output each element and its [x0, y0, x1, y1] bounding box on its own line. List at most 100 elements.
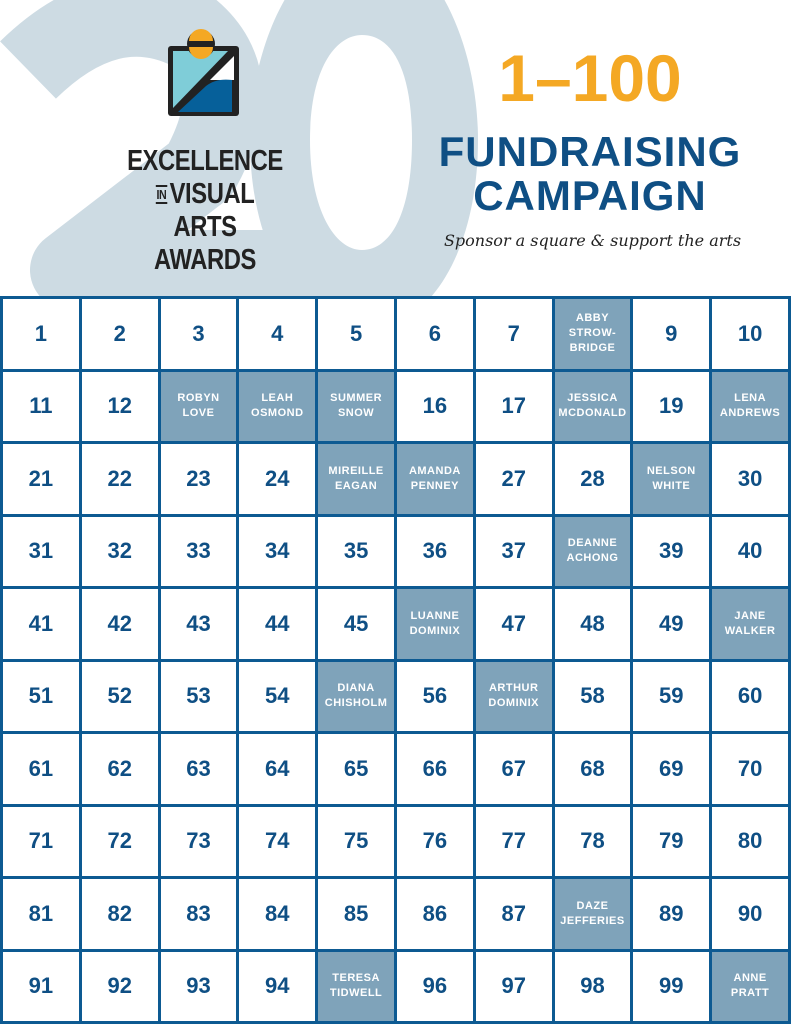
sponsored-square: LEAH OSMOND — [239, 371, 319, 444]
sponsored-square: LENA ANDREWS — [712, 371, 791, 444]
open-square: 87 — [475, 879, 555, 952]
open-square: 64 — [239, 734, 319, 807]
open-square: 42 — [81, 589, 161, 662]
open-square: 58 — [554, 661, 634, 734]
open-square: 79 — [633, 806, 713, 879]
open-square: 76 — [397, 806, 476, 879]
open-square: 3 — [160, 299, 240, 372]
open-square: 66 — [397, 734, 476, 807]
open-square: 83 — [160, 879, 240, 952]
open-square: 84 — [239, 879, 319, 952]
sponsored-square: DIANA CHISHOLM — [318, 661, 397, 734]
org-line-2-text: VISUAL ARTS — [169, 178, 255, 243]
open-square: 73 — [160, 806, 240, 879]
sponsored-square: SUMMER SNOW — [318, 371, 397, 444]
sponsored-square: ANNE PRATT — [712, 951, 791, 1024]
open-square: 7 — [475, 299, 555, 372]
org-in: IN — [155, 185, 168, 205]
open-square: 21 — [3, 444, 82, 517]
open-square: 86 — [397, 879, 476, 952]
org-line-3: AWARDS — [154, 244, 256, 276]
sponsored-square: LUANNE DOMINIX — [397, 589, 476, 662]
open-square: 78 — [554, 806, 634, 879]
open-square: 2 — [81, 299, 161, 372]
open-square: 5 — [318, 299, 397, 372]
sponsored-square: TERESA TIDWELL — [318, 951, 397, 1024]
sponsored-square: AMANDA PENNEY — [397, 444, 476, 517]
open-square: 19 — [633, 371, 713, 444]
open-square: 11 — [3, 371, 82, 444]
open-square: 99 — [633, 951, 713, 1024]
open-square: 12 — [81, 371, 161, 444]
open-square: 1 — [3, 299, 82, 372]
open-square: 16 — [397, 371, 476, 444]
open-square: 77 — [475, 806, 555, 879]
open-square: 90 — [712, 879, 791, 952]
sponsor-grid: 1 2 3 4 5 6 7 ABBY STROW-BRIDGE 9 10 11 12 ROBYN LOV… — [0, 296, 791, 1024]
open-square: 74 — [239, 806, 319, 879]
open-square: 6 — [397, 299, 476, 372]
open-square: 80 — [712, 806, 791, 879]
open-square: 75 — [318, 806, 397, 879]
open-square: 71 — [3, 806, 82, 879]
open-square: 85 — [318, 879, 397, 952]
sponsored-square: ARTHUR DOMINIX — [475, 661, 555, 734]
open-square: 32 — [81, 516, 161, 589]
sponsored-square: ABBY STROW-BRIDGE — [554, 299, 634, 372]
open-square: 4 — [239, 299, 319, 372]
range-heading: 1–100 — [498, 41, 682, 115]
logo-icon — [168, 29, 239, 116]
open-square: 89 — [633, 879, 713, 952]
org-line-2: IN VISUAL ARTS — [127, 178, 283, 244]
sponsored-square: ROBYN LOVE — [160, 371, 240, 444]
sponsored-square: MIREILLE EAGAN — [318, 444, 397, 517]
open-square: 10 — [712, 299, 791, 372]
open-square: 44 — [239, 589, 319, 662]
open-square: 72 — [81, 806, 161, 879]
open-square: 27 — [475, 444, 555, 517]
open-square: 36 — [397, 516, 476, 589]
open-square: 43 — [160, 589, 240, 662]
open-square: 52 — [81, 661, 161, 734]
campaign-title-line-2: CAMPAIGN — [473, 172, 707, 219]
open-square: 59 — [633, 661, 713, 734]
open-square: 48 — [554, 589, 634, 662]
campaign-title: FUNDRAISING CAMPAIGN — [430, 130, 750, 218]
open-square: 31 — [3, 516, 82, 589]
open-square: 69 — [633, 734, 713, 807]
open-square: 33 — [160, 516, 240, 589]
open-square: 17 — [475, 371, 555, 444]
open-square: 47 — [475, 589, 555, 662]
open-square: 67 — [475, 734, 555, 807]
open-square: 97 — [475, 951, 555, 1024]
open-square: 30 — [712, 444, 791, 517]
sponsored-square: NELSON WHITE — [633, 444, 713, 517]
open-square: 35 — [318, 516, 397, 589]
open-square: 40 — [712, 516, 791, 589]
open-square: 34 — [239, 516, 319, 589]
open-square: 56 — [397, 661, 476, 734]
open-square: 81 — [3, 879, 82, 952]
open-square: 91 — [3, 951, 82, 1024]
open-square: 65 — [318, 734, 397, 807]
background-numeral-graphic — [0, 0, 478, 296]
open-square: 24 — [239, 444, 319, 517]
open-square: 45 — [318, 589, 397, 662]
open-square: 61 — [3, 734, 82, 807]
org-line-1: EXCELLENCE — [127, 145, 283, 177]
campaign-title-line-1: FUNDRAISING — [438, 128, 742, 175]
open-square: 41 — [3, 589, 82, 662]
open-square: 98 — [554, 951, 634, 1024]
open-square: 82 — [81, 879, 161, 952]
open-square: 39 — [633, 516, 713, 589]
open-square: 92 — [81, 951, 161, 1024]
organization-name: EXCELLENCE IN VISUAL ARTS AWARDS — [127, 145, 283, 277]
sponsored-square: DEANNE ACHONG — [554, 516, 634, 589]
open-square: 93 — [160, 951, 240, 1024]
sponsored-square: DAZE JEFFERIES — [554, 879, 634, 952]
open-square: 49 — [633, 589, 713, 662]
numeral-two-shape — [0, 0, 300, 296]
open-square: 28 — [554, 444, 634, 517]
open-square: 23 — [160, 444, 240, 517]
open-square: 9 — [633, 299, 713, 372]
